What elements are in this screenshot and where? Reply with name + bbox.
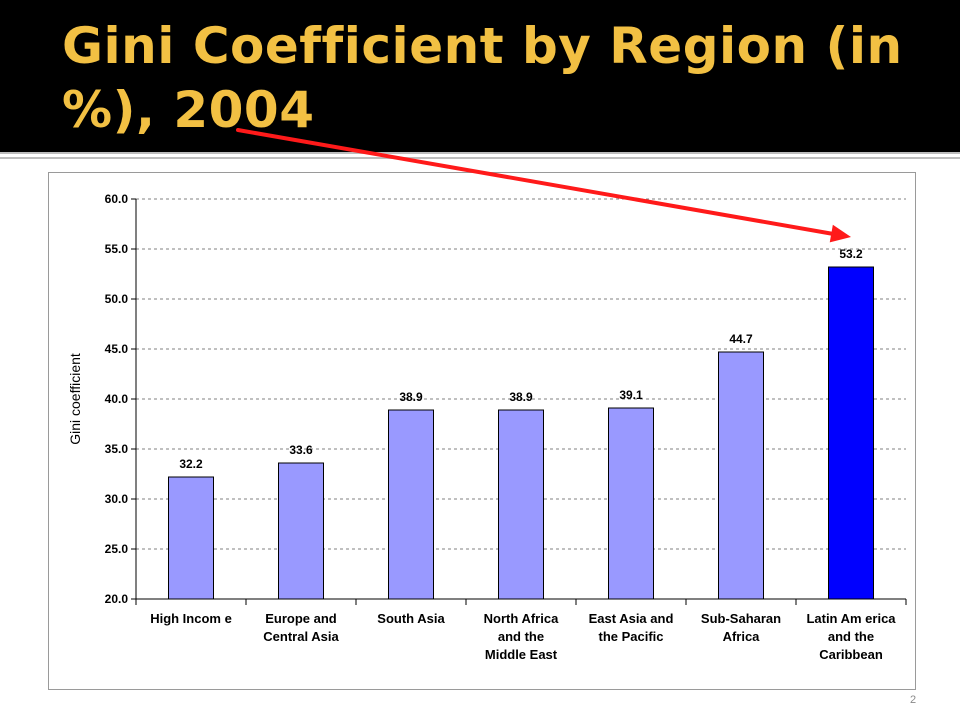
category-label: Africa bbox=[723, 629, 761, 644]
slide-title: Gini Coefficient by Region (in %), 2004 bbox=[62, 17, 903, 139]
y-tick-label: 55.0 bbox=[105, 242, 129, 256]
category-label: Europe and bbox=[265, 611, 337, 626]
category-label: East Asia and bbox=[589, 611, 674, 626]
title-divider-secondary bbox=[0, 157, 960, 159]
bar bbox=[718, 351, 764, 600]
category-label: and the bbox=[498, 629, 544, 644]
category-label: Sub-Saharan bbox=[701, 611, 781, 626]
slide-number: 2 bbox=[910, 694, 917, 706]
y-tick-label: 50.0 bbox=[105, 292, 129, 306]
data-label: 32.2 bbox=[179, 457, 203, 471]
category-label: South Asia bbox=[377, 611, 445, 626]
data-label: 44.7 bbox=[729, 332, 753, 346]
title-divider bbox=[0, 152, 960, 154]
y-tick-label: 45.0 bbox=[105, 342, 129, 356]
bar bbox=[388, 409, 434, 600]
category-label: High Incom e bbox=[150, 611, 232, 626]
data-label: 39.1 bbox=[619, 388, 643, 402]
data-label: 38.9 bbox=[399, 390, 423, 404]
category-label: Middle East bbox=[485, 647, 558, 662]
annotation-arrow bbox=[236, 128, 847, 238]
y-tick-label: 60.0 bbox=[105, 192, 129, 206]
bar bbox=[828, 266, 874, 600]
chart-area bbox=[48, 172, 916, 690]
y-tick-label: 20.0 bbox=[105, 592, 129, 606]
data-label: 38.9 bbox=[509, 390, 533, 404]
category-label: Caribbean bbox=[819, 647, 883, 662]
category-label: North Africa bbox=[484, 611, 559, 626]
title-banner: Gini Coefficient by Region (in %), 2004 bbox=[0, 0, 960, 152]
bar bbox=[498, 409, 544, 600]
y-tick-label: 40.0 bbox=[105, 392, 129, 406]
bar bbox=[278, 462, 324, 600]
bar bbox=[168, 476, 214, 600]
category-label: Central Asia bbox=[263, 629, 339, 644]
y-tick-label: 30.0 bbox=[105, 492, 129, 506]
bar bbox=[608, 407, 654, 600]
data-label: 53.2 bbox=[839, 247, 863, 261]
category-label: Latin Am erica bbox=[806, 611, 896, 626]
category-label: the Pacific bbox=[598, 629, 663, 644]
annotation-arrowhead bbox=[829, 224, 851, 243]
data-label: 33.6 bbox=[289, 443, 313, 457]
y-tick-label: 35.0 bbox=[105, 442, 129, 456]
y-tick-label: 25.0 bbox=[105, 542, 129, 556]
y-axis-title: Gini coefficient bbox=[67, 353, 83, 445]
category-label: and the bbox=[828, 629, 874, 644]
